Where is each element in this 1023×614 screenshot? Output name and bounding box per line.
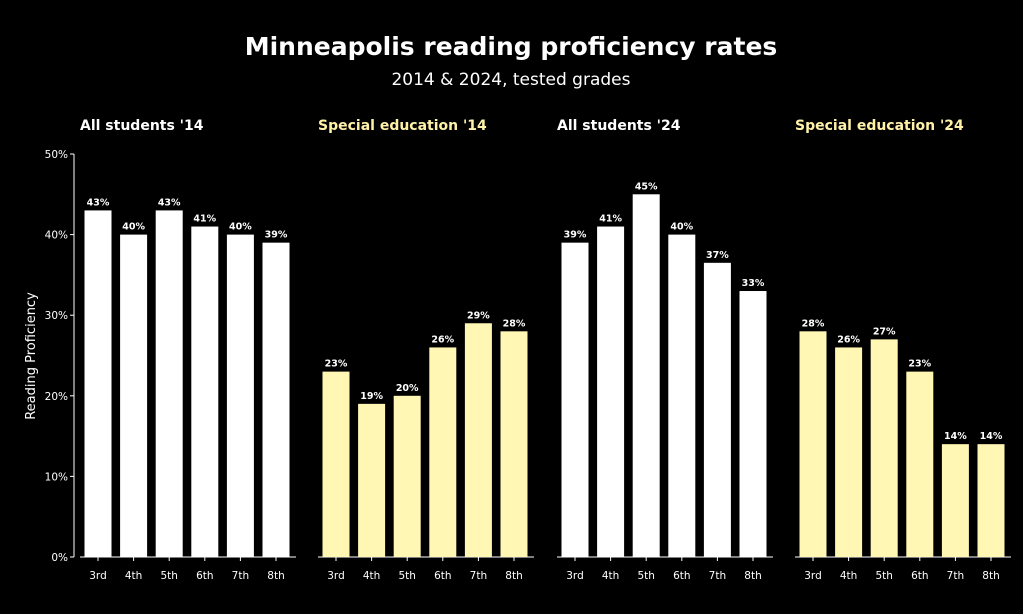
bar-4th bbox=[597, 226, 625, 558]
bar-data-label: 26% bbox=[837, 334, 860, 345]
bar-data-label: 26% bbox=[431, 334, 454, 345]
x-tick-label: 4th bbox=[840, 570, 857, 582]
x-tick-label: 4th bbox=[602, 570, 619, 582]
bar-data-label: 40% bbox=[670, 222, 693, 233]
panel-2: Special education '14 23% 3rd 19% 4th 20% 5th 2… bbox=[318, 118, 534, 582]
bar-6th bbox=[906, 371, 934, 557]
y-axis-label: Reading Proficiency bbox=[24, 292, 39, 420]
y-tick-label: 40% bbox=[45, 230, 68, 242]
chart-panels: 0% 10% 20% 30% 40% 50% All students '14 43% 3rd 4… bbox=[45, 118, 1011, 582]
x-tick-label: 5th bbox=[875, 570, 892, 582]
chart-subtitle: 2014 & 2024, tested grades bbox=[391, 70, 630, 90]
bar-4th bbox=[835, 347, 863, 557]
x-tick-label: 3rd bbox=[89, 570, 106, 582]
x-tick-label: 5th bbox=[637, 570, 654, 582]
bar-8th bbox=[262, 242, 290, 557]
y-tick-label: 50% bbox=[45, 149, 68, 161]
bar-data-label: 28% bbox=[802, 318, 825, 329]
panel-3: All students '24 39% 3rd 41% 4th 45% 5th 40% 6th… bbox=[557, 118, 773, 582]
bar-5th bbox=[393, 395, 421, 557]
panel-1: All students '14 43% 3rd 40% 4th 43% 5th 41% 6th… bbox=[80, 118, 296, 582]
x-tick-label: 7th bbox=[947, 570, 964, 582]
bar-5th bbox=[155, 210, 183, 558]
bar-3rd bbox=[799, 331, 827, 557]
panel-title: All students '24 bbox=[557, 118, 681, 134]
x-tick-label: 4th bbox=[363, 570, 380, 582]
x-tick-label: 8th bbox=[505, 570, 522, 582]
bar-7th bbox=[226, 234, 254, 557]
bar-3rd bbox=[84, 210, 112, 558]
bar-8th bbox=[977, 444, 1005, 557]
bar-data-label: 43% bbox=[158, 197, 181, 208]
bar-data-label: 28% bbox=[503, 318, 526, 329]
x-tick-label: 7th bbox=[709, 570, 726, 582]
x-tick-label: 8th bbox=[744, 570, 761, 582]
x-tick-label: 3rd bbox=[804, 570, 821, 582]
bar-5th bbox=[632, 194, 660, 558]
bar-data-label: 39% bbox=[265, 230, 288, 241]
y-tick-label: 10% bbox=[45, 471, 68, 483]
bar-data-label: 27% bbox=[873, 326, 896, 337]
bar-7th bbox=[464, 323, 492, 557]
x-tick-label: 3rd bbox=[566, 570, 583, 582]
bar-data-label: 20% bbox=[396, 383, 419, 394]
bar-data-label: 37% bbox=[706, 250, 729, 261]
x-tick-label: 5th bbox=[160, 570, 177, 582]
bar-data-label: 40% bbox=[229, 222, 252, 233]
x-tick-label: 8th bbox=[267, 570, 284, 582]
y-tick-label: 0% bbox=[51, 552, 68, 564]
bar-6th bbox=[191, 226, 219, 558]
x-tick-label: 7th bbox=[232, 570, 249, 582]
bar-data-label: 29% bbox=[467, 310, 490, 321]
bar-data-label: 14% bbox=[944, 431, 967, 442]
bar-6th bbox=[429, 347, 457, 557]
x-tick-label: 3rd bbox=[327, 570, 344, 582]
x-tick-label: 4th bbox=[125, 570, 142, 582]
bar-6th bbox=[668, 234, 696, 557]
bar-data-label: 43% bbox=[87, 197, 110, 208]
bar-data-label: 23% bbox=[325, 359, 348, 370]
panel-title: All students '14 bbox=[80, 118, 204, 134]
bar-4th bbox=[358, 403, 386, 557]
bar-3rd bbox=[322, 371, 350, 557]
bar-3rd bbox=[561, 242, 589, 557]
bar-7th bbox=[941, 444, 969, 557]
bar-data-label: 23% bbox=[908, 359, 931, 370]
x-tick-label: 6th bbox=[673, 570, 690, 582]
bar-data-label: 33% bbox=[742, 278, 765, 289]
bar-7th bbox=[703, 262, 731, 557]
x-tick-label: 7th bbox=[470, 570, 487, 582]
bar-data-label: 40% bbox=[122, 222, 145, 233]
x-tick-label: 5th bbox=[398, 570, 415, 582]
bar-data-label: 45% bbox=[635, 181, 658, 192]
bar-5th bbox=[870, 339, 898, 557]
bar-4th bbox=[120, 234, 148, 557]
x-tick-label: 8th bbox=[982, 570, 999, 582]
bar-data-label: 14% bbox=[980, 431, 1003, 442]
x-tick-label: 6th bbox=[434, 570, 451, 582]
panel-title: Special education '24 bbox=[795, 118, 964, 134]
x-tick-label: 6th bbox=[196, 570, 213, 582]
bar-data-label: 41% bbox=[599, 214, 622, 225]
y-tick-label: 30% bbox=[45, 310, 68, 322]
panel-title: Special education '14 bbox=[318, 118, 487, 134]
bar-data-label: 39% bbox=[564, 230, 587, 241]
bar-data-label: 19% bbox=[360, 391, 383, 402]
bar-8th bbox=[739, 291, 767, 557]
y-tick-label: 20% bbox=[45, 391, 68, 403]
bar-data-label: 41% bbox=[193, 214, 216, 225]
panel-4: Special education '24 28% 3rd 26% 4th 27% 5th 2… bbox=[795, 118, 1011, 582]
chart-title: Minneapolis reading proficiency rates bbox=[245, 32, 778, 61]
bar-8th bbox=[500, 331, 528, 557]
x-tick-label: 6th bbox=[911, 570, 928, 582]
